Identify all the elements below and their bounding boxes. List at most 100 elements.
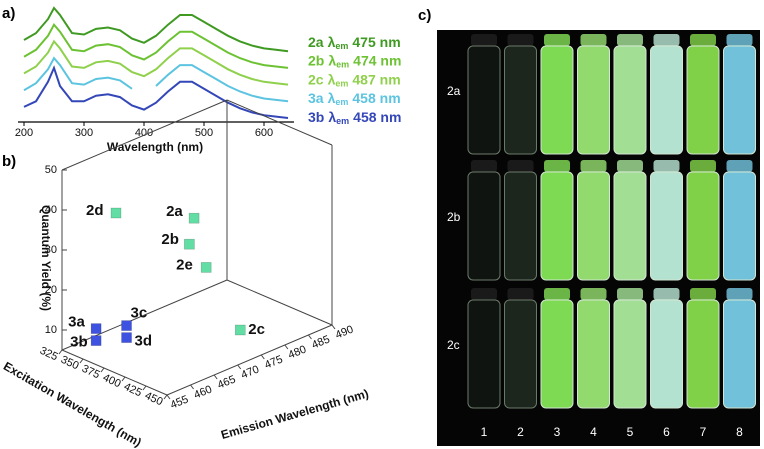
x-axis-label: Wavelength (nm)	[107, 140, 203, 154]
vial-cap	[580, 34, 607, 46]
legend-name: 2c	[308, 71, 324, 87]
x-tick	[237, 364, 242, 370]
vial	[650, 45, 683, 155]
box-edge	[61, 99, 228, 171]
column-label: 5	[627, 425, 634, 439]
vial	[613, 299, 647, 409]
panel-label: c)	[418, 7, 431, 24]
point-label: 2a	[166, 203, 183, 220]
legend-value: 458 nm	[353, 109, 401, 125]
x-tick-label: 400	[135, 127, 153, 139]
x-tick-label: 490	[334, 323, 356, 341]
legend-symbol: λ	[328, 71, 336, 87]
spectrum-line	[23, 39, 289, 86]
legend-symbol: λ	[328, 109, 336, 125]
column-label: 6	[663, 425, 670, 439]
x-tick-label: 200	[15, 127, 33, 139]
vial	[650, 171, 683, 281]
data-point	[200, 262, 212, 273]
vial-cap	[544, 288, 570, 300]
vial-cap	[617, 160, 643, 172]
z-tick-label: 40	[45, 204, 57, 216]
data-point	[121, 332, 132, 343]
legend-subscript: em	[335, 79, 348, 89]
y-axis-label: Excitation Wavelength (nm)	[1, 359, 144, 449]
legend-name: 2b	[308, 52, 324, 68]
vial	[540, 299, 574, 409]
box-edge	[61, 279, 228, 351]
legend-name: 2a	[308, 34, 324, 50]
y-tick	[142, 385, 147, 391]
legend-subscript: em	[335, 97, 348, 107]
vial-cap	[544, 34, 570, 46]
vial	[577, 171, 610, 281]
x-tick	[213, 374, 218, 380]
x-tick-label: 465	[216, 373, 238, 391]
vial	[686, 299, 720, 409]
vial	[540, 45, 574, 155]
legend-name: 3a	[308, 90, 324, 106]
column-label: 4	[590, 425, 597, 439]
spectrum-line	[23, 56, 289, 103]
z-tick-label: 10	[45, 324, 57, 336]
vial	[540, 171, 574, 281]
column-label: 7	[700, 425, 707, 439]
vial	[504, 45, 537, 155]
vial-cap	[580, 288, 607, 300]
vial-cap	[653, 34, 680, 46]
legend-name: 3b	[308, 109, 324, 125]
vial	[504, 299, 537, 409]
x-tick	[308, 334, 312, 340]
data-point	[184, 238, 195, 250]
x-axis-label: Emission Wavelength (nm)	[219, 386, 370, 442]
x-tick-label: 300	[75, 127, 93, 139]
legend-symbol: λ	[328, 34, 336, 50]
legend-value: 474 nm	[353, 52, 401, 68]
vial	[577, 299, 610, 409]
vial-cap	[507, 34, 534, 46]
vial	[467, 171, 501, 281]
point-label: 2c	[248, 321, 265, 338]
vial	[467, 299, 501, 409]
data-point	[90, 323, 102, 334]
row-label: 2b	[447, 210, 461, 224]
data-point	[110, 207, 122, 219]
y-tick	[100, 367, 105, 373]
legend-subscript: em	[336, 116, 349, 126]
legend-entry: 2c λem 487 nm	[308, 71, 401, 89]
spectrum-line	[23, 65, 289, 119]
spectrum-line	[23, 22, 289, 69]
legend-symbol: λ	[328, 52, 336, 68]
data-point	[234, 324, 246, 336]
x-tick	[190, 384, 194, 390]
x-tick	[331, 324, 336, 330]
point-label: 2d	[86, 202, 104, 219]
box-edge	[226, 279, 333, 326]
legend-symbol: λ	[328, 90, 336, 106]
panel-label: b)	[2, 153, 16, 170]
vial-cap	[580, 160, 607, 172]
legend-entry: 2b λem 474 nm	[308, 52, 401, 70]
panel-label: a)	[2, 5, 15, 22]
x-tick-label: 475	[263, 353, 285, 371]
vial	[577, 45, 610, 155]
y-tick	[121, 376, 126, 382]
legend-entry: 2a λem 475 nm	[308, 34, 401, 52]
vial-cap	[617, 288, 643, 300]
row-label: 2c	[447, 338, 460, 352]
y-tick	[58, 349, 63, 355]
data-point	[121, 320, 132, 331]
legend-value: 475 nm	[352, 34, 400, 50]
spectrum-line	[23, 6, 289, 53]
data-point	[90, 335, 102, 346]
vial-cap	[726, 34, 753, 46]
column-label: 1	[481, 425, 488, 439]
vial	[467, 45, 501, 155]
legend-subscript: em	[335, 41, 348, 51]
z-tick-label: 50	[45, 164, 57, 176]
vial-cap	[507, 288, 534, 300]
legend-subscript: em	[336, 60, 349, 70]
vial	[686, 171, 720, 281]
box-edge	[226, 99, 333, 146]
